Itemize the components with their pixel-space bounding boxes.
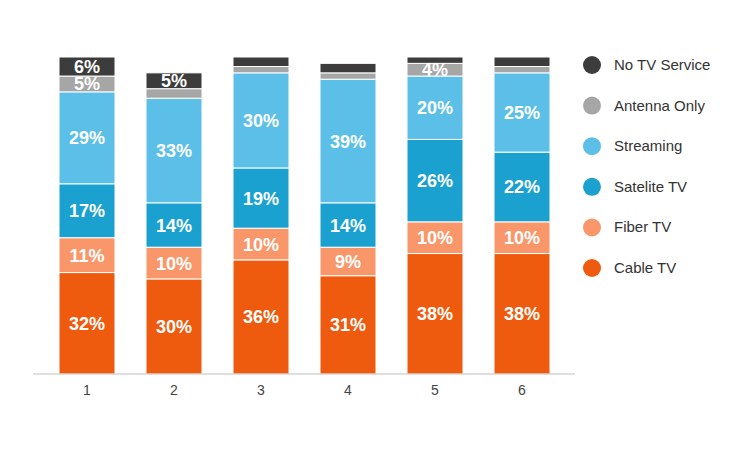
bar-segment	[320, 73, 376, 79]
legend: No TV Service Antenna Only Streaming Sateli…	[583, 56, 710, 277]
chart: 32%11%17%29%5%6%30%10%14%33%5%36%10%19%3…	[0, 0, 756, 469]
legend-label: Satelite TV	[614, 178, 687, 195]
x-tick-label: 1	[83, 382, 91, 398]
legend-swatch	[583, 218, 601, 236]
bar-segment	[233, 228, 289, 260]
data-label: 26%	[417, 171, 453, 191]
data-label: 5%	[161, 71, 187, 91]
bar-segment	[494, 73, 550, 152]
data-label: 17%	[69, 201, 105, 221]
data-label: 20%	[417, 98, 453, 118]
data-label: 38%	[417, 304, 453, 324]
bar-segment	[494, 222, 550, 254]
data-label: 30%	[243, 111, 279, 131]
data-label: 10%	[243, 235, 279, 255]
data-label: 25%	[504, 103, 540, 123]
bar-segment	[320, 276, 376, 374]
bar-segment	[320, 79, 376, 203]
data-labels: 32%11%17%29%5%6%30%10%14%33%5%36%10%19%3…	[69, 57, 540, 337]
x-axis	[33, 374, 575, 375]
data-label: 29%	[69, 128, 105, 148]
bar-segment	[494, 57, 550, 67]
bar-segment	[59, 92, 115, 184]
bar-segment	[407, 139, 463, 221]
x-tick-label: 2	[170, 382, 178, 398]
bar-segment	[320, 203, 376, 247]
data-label: 19%	[243, 189, 279, 209]
bars	[59, 57, 550, 374]
page: {"chart_data": {"type": "bar", "stacked"…	[0, 0, 756, 469]
data-label: 4%	[422, 60, 448, 80]
x-tick-label: 5	[431, 382, 439, 398]
bar-segment	[59, 184, 115, 238]
bar-segment	[494, 152, 550, 222]
bar-segment	[494, 67, 550, 73]
legend-label: Streaming	[614, 137, 682, 154]
data-label: 10%	[504, 228, 540, 248]
data-label: 39%	[330, 132, 366, 152]
data-label: 32%	[69, 314, 105, 334]
data-label: 31%	[330, 315, 366, 335]
data-label: 38%	[504, 304, 540, 324]
bar-segment	[146, 279, 202, 374]
bar-segment	[59, 273, 115, 374]
data-label: 22%	[504, 177, 540, 197]
bar-segment	[407, 254, 463, 374]
data-label: 10%	[156, 254, 192, 274]
bar-segment	[233, 260, 289, 374]
legend-label: Cable TV	[614, 259, 676, 276]
x-tick-label: 3	[257, 382, 265, 398]
legend-swatch	[583, 178, 601, 196]
bar-segment	[233, 57, 289, 67]
legend-label: No TV Service	[614, 56, 710, 73]
x-tick-label: 4	[344, 382, 352, 398]
bar-segment	[233, 168, 289, 228]
bar-segment	[146, 203, 202, 247]
legend-label: Antenna Only	[614, 97, 705, 114]
data-label: 6%	[74, 57, 100, 77]
data-label: 36%	[243, 307, 279, 327]
legend-swatch	[583, 56, 601, 74]
bar-segment	[233, 67, 289, 73]
data-label: 33%	[156, 141, 192, 161]
data-label: 14%	[330, 216, 366, 236]
bar-segment	[59, 238, 115, 273]
bar-segment	[407, 76, 463, 139]
bar-segment	[146, 247, 202, 279]
bar-segment	[494, 254, 550, 374]
data-label: 14%	[156, 216, 192, 236]
legend-swatch	[583, 259, 601, 277]
bar-segment	[320, 247, 376, 276]
data-label: 10%	[417, 228, 453, 248]
bar-segment	[233, 73, 289, 168]
x-tick-label: 6	[518, 382, 526, 398]
data-label: 5%	[74, 74, 100, 94]
data-label: 9%	[335, 252, 361, 272]
legend-swatch	[583, 137, 601, 155]
legend-label: Fiber TV	[614, 218, 671, 235]
bar-segment	[320, 63, 376, 73]
data-label: 30%	[156, 317, 192, 337]
data-label: 11%	[69, 246, 104, 266]
bar-segment	[146, 98, 202, 203]
legend-swatch	[583, 97, 601, 115]
bar-segment	[59, 57, 115, 76]
bar-segment	[407, 222, 463, 254]
